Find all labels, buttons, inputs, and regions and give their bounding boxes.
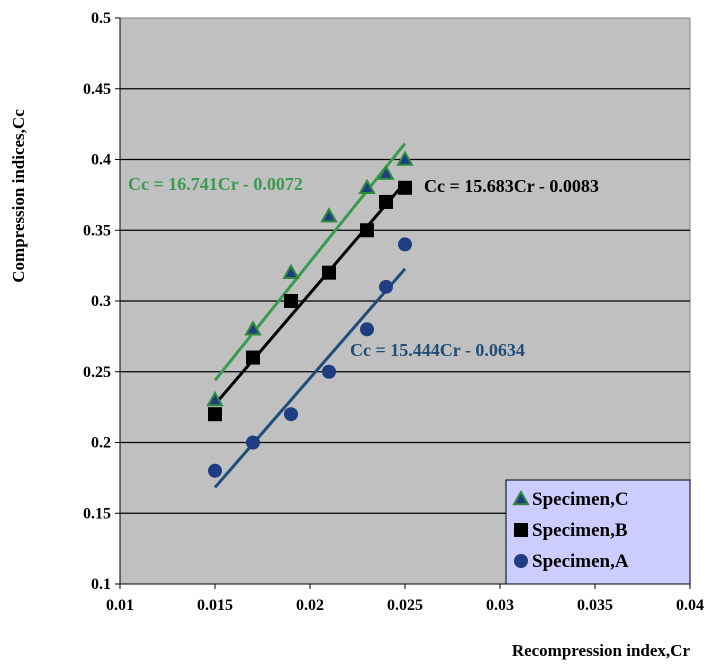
data-point xyxy=(246,435,260,450)
data-point xyxy=(398,180,412,195)
data-point xyxy=(246,350,260,365)
data-point xyxy=(244,320,262,336)
legend-items: Specimen,C Specimen,B Specimen,A xyxy=(512,489,629,572)
x-tick-label: 0.015 xyxy=(197,597,233,614)
x-tick-label: 0.01 xyxy=(106,597,134,614)
y-tick-label: 0.4 xyxy=(91,152,111,169)
trendlines xyxy=(213,142,407,489)
data-point xyxy=(360,223,374,238)
legend-marker xyxy=(512,489,530,506)
legend-label: Specimen,C xyxy=(532,489,629,510)
x-tick-label: 0.025 xyxy=(387,597,423,614)
legend-box xyxy=(505,479,691,585)
data-point xyxy=(320,207,338,223)
trendline-equations: Cc = 16.741Cr - 0.0072 Cc = 15.683Cr - 0.… xyxy=(128,174,599,360)
x-tick-label: 0.04 xyxy=(676,597,704,614)
data-point xyxy=(322,265,336,280)
tick-labels: 0.1 0.15 0.2 0.25 0.3 0.35 0.4 0.45 0.5 0.01 0.015… xyxy=(83,10,704,614)
trendline-equation: Cc = 15.683Cr - 0.0083 xyxy=(424,176,599,196)
y-tick-label: 0.2 xyxy=(91,435,111,452)
y-tick-label: 0.45 xyxy=(83,81,111,98)
trendline-equation: Cc = 16.741Cr - 0.0072 xyxy=(128,174,303,194)
data-point xyxy=(208,407,222,422)
y-axis-title: Compression indices,Cc xyxy=(9,109,28,283)
y-tick-label: 0.35 xyxy=(83,222,111,239)
y-tick-label: 0.25 xyxy=(83,364,111,381)
legend-marker xyxy=(514,554,528,568)
trendline xyxy=(213,181,407,406)
data-point xyxy=(284,294,298,308)
y-tick-label: 0.5 xyxy=(91,10,111,27)
data-point xyxy=(377,164,395,180)
data-point xyxy=(396,150,414,166)
x-tick-label: 0.035 xyxy=(577,597,613,614)
trendline xyxy=(213,142,407,382)
legend: Specimen,C Specimen,B Specimen,A xyxy=(505,479,691,585)
y-tick-label: 0.3 xyxy=(91,293,111,310)
legend-label: Specimen,A xyxy=(532,551,629,572)
data-point xyxy=(398,237,412,252)
data-point xyxy=(282,263,300,279)
data-point xyxy=(379,194,393,209)
data-point xyxy=(322,364,336,379)
data-markers xyxy=(206,150,414,478)
x-tick-label: 0.02 xyxy=(296,597,324,614)
legend-label: Specimen,B xyxy=(532,520,628,541)
x-axis-title: Recompression index,Cr xyxy=(512,641,691,660)
trendline xyxy=(213,267,407,489)
legend-marker xyxy=(514,523,528,537)
y-tick-label: 0.1 xyxy=(91,576,111,593)
data-point xyxy=(379,279,393,294)
x-tick-label: 0.03 xyxy=(486,597,514,614)
data-point xyxy=(284,407,298,422)
data-point xyxy=(360,322,374,337)
trendline-equation: Cc = 15.444Cr - 0.0634 xyxy=(350,340,525,360)
y-tick-label: 0.15 xyxy=(83,505,111,522)
data-point xyxy=(208,463,222,478)
data-point xyxy=(358,178,376,195)
data-point xyxy=(206,391,224,407)
